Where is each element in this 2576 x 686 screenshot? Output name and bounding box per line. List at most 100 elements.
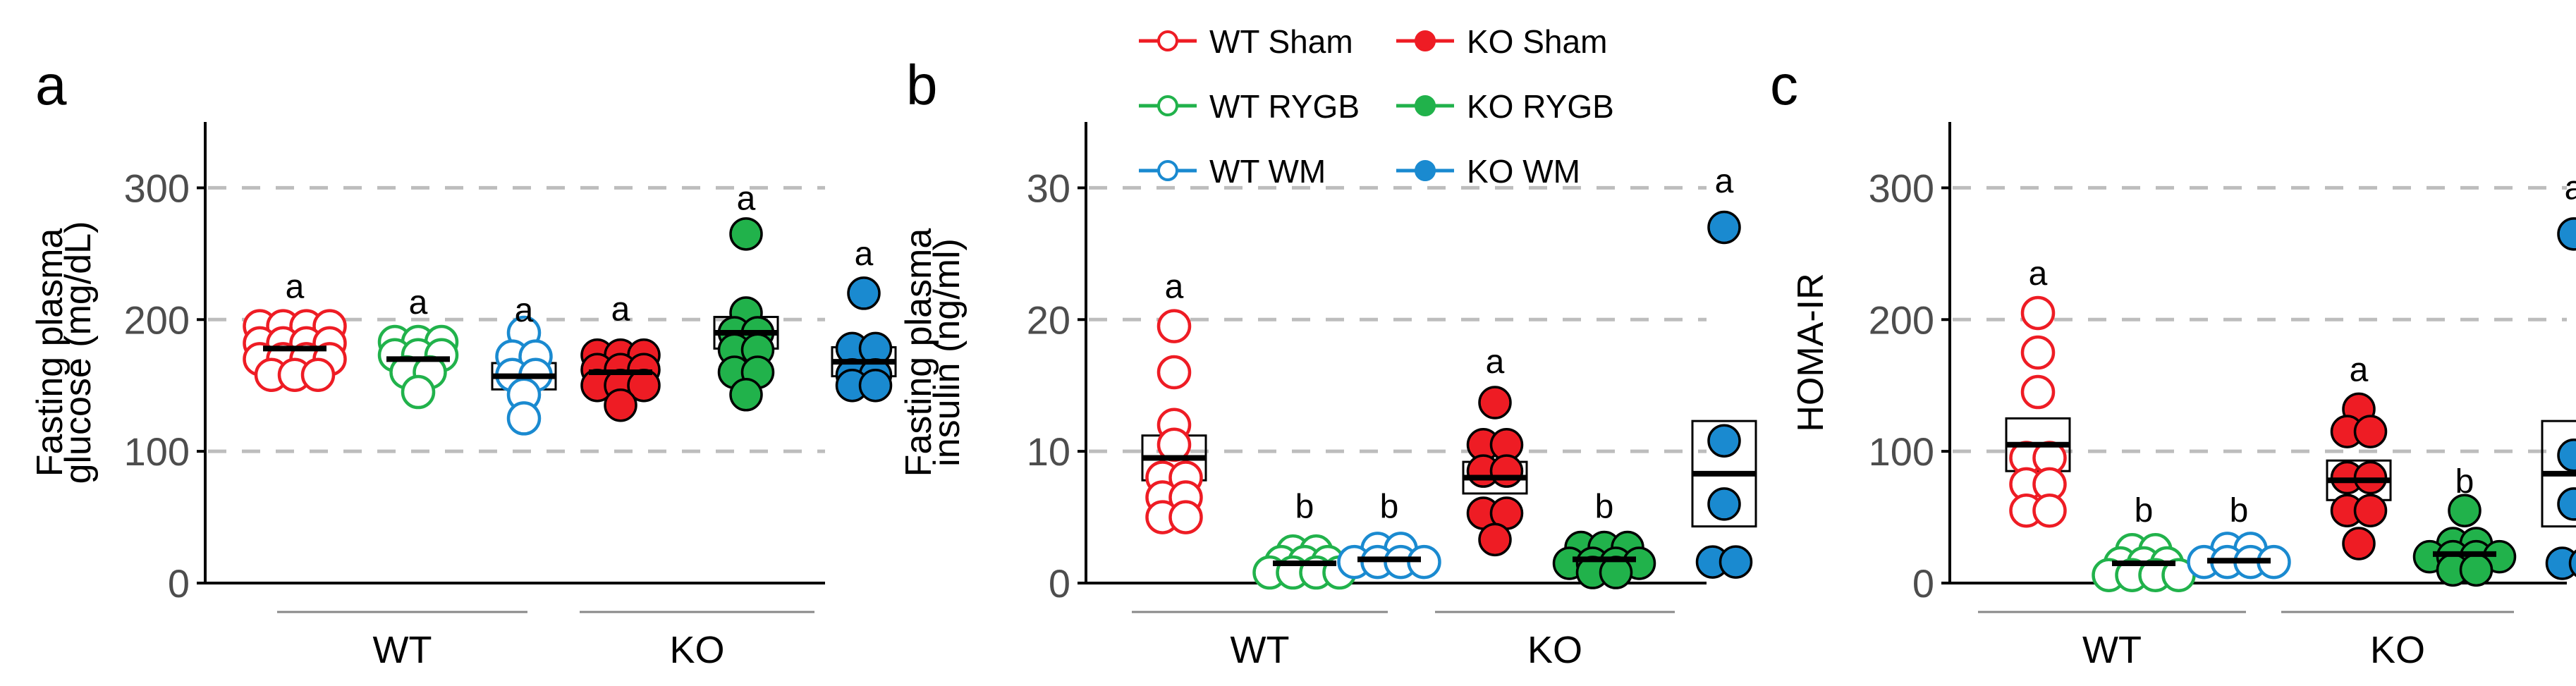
data-point — [300, 357, 336, 393]
significance-letter: a — [409, 284, 428, 321]
data-point — [2557, 487, 2576, 521]
data-point — [1168, 500, 1203, 534]
y-axis-title: HOMA-IR — [1790, 273, 1831, 431]
significance-letter: b — [2230, 492, 2249, 529]
y-tick-label: 20 — [1027, 298, 1070, 342]
data-point — [2353, 415, 2388, 448]
significance-letter: b — [1380, 489, 1399, 526]
panel-label: a — [35, 54, 67, 116]
genotype-label: KO — [1527, 629, 1582, 671]
data-point — [401, 374, 436, 410]
y-axis-title: Fasting plasma — [30, 228, 71, 477]
legend-label: KO WM — [1467, 153, 1580, 190]
data-point — [506, 401, 542, 436]
series-wt-rygb: a — [377, 284, 459, 410]
data-point — [2557, 217, 2576, 251]
significance-letter: a — [855, 235, 874, 273]
significance-letter: a — [1715, 163, 1734, 200]
significance-letter: b — [2455, 463, 2474, 501]
legend-marker — [1415, 95, 1436, 116]
series-ko-sham: a — [2326, 351, 2392, 561]
series-ko-sham: a — [580, 290, 661, 422]
data-point — [1156, 309, 1192, 343]
data-point — [1156, 355, 1192, 390]
series-wt-wm: a — [491, 292, 557, 436]
series-ko-sham: a — [1462, 343, 1528, 557]
y-tick-label: 100 — [1869, 429, 1934, 474]
data-point — [604, 388, 637, 422]
series-wt-rygb: b — [2092, 492, 2196, 593]
data-point — [2353, 494, 2388, 527]
data-point — [2568, 549, 2576, 577]
significance-letter: a — [1486, 343, 1505, 381]
data-point — [858, 368, 893, 403]
significance-letter: b — [2135, 492, 2154, 529]
data-point — [2448, 494, 2482, 527]
legend-marker — [1415, 160, 1436, 181]
genotype-label: KO — [2370, 629, 2425, 671]
significance-letter: a — [2029, 255, 2048, 293]
data-point — [2020, 335, 2056, 370]
y-tick-label: 200 — [1869, 298, 1934, 342]
legend-item-ko-wm: KO WM — [1396, 153, 1580, 190]
data-point — [2459, 553, 2493, 587]
genotype-label: WT — [2082, 629, 2142, 671]
y-tick-label: 300 — [124, 166, 190, 210]
legend: WT Sham KO Sham WT RYGB KO RYGB WT WM KO WM — [1139, 23, 1614, 190]
series-wt-wm: b — [2187, 492, 2291, 580]
legend-marker — [1157, 30, 1178, 51]
series-ko-wm: a — [1691, 163, 1757, 579]
significance-letter: a — [611, 290, 630, 328]
series-ko-wm: a — [2541, 169, 2576, 580]
legend-marker — [1157, 160, 1178, 181]
data-point — [1707, 210, 1741, 245]
data-point — [1707, 487, 1741, 521]
data-point — [1707, 424, 1741, 458]
y-tick-label: 10 — [1027, 429, 1070, 474]
legend-marker — [1415, 30, 1436, 51]
legend-marker — [1157, 95, 1178, 116]
significance-letter: b — [1595, 489, 1614, 526]
y-tick-label: 30 — [1027, 166, 1070, 210]
data-point — [2032, 493, 2067, 528]
series-wt-sham: a — [243, 269, 347, 393]
legend-item-wt-sham: WT Sham — [1139, 23, 1353, 60]
series-ko-rygb: b — [1552, 489, 1656, 589]
significance-letter: a — [1165, 269, 1184, 306]
legend-item-ko-rygb: KO RYGB — [1396, 88, 1614, 125]
y-axis-title: insulin (ng/ml) — [927, 238, 967, 467]
significance-letter: a — [2565, 169, 2576, 207]
series-ko-rygb: b — [2412, 463, 2517, 587]
genotype-label: WT — [1231, 629, 1290, 671]
legend-label: KO Sham — [1467, 23, 1607, 60]
significance-letter: a — [515, 292, 534, 329]
significance-letter: a — [737, 180, 756, 217]
series-ko-wm: a — [831, 235, 897, 403]
series-wt-wm: b — [1337, 489, 1441, 580]
genotype-label: WT — [373, 629, 432, 671]
series-wt-rygb: b — [1252, 489, 1357, 590]
data-point — [1478, 386, 1512, 419]
data-point — [729, 217, 763, 251]
y-tick-label: 0 — [168, 561, 190, 606]
panel-c: c HOMA-IR 0 100 200 300 WT KO a b b a b a — [1770, 54, 2576, 671]
y-tick-label: 100 — [124, 429, 190, 474]
significance-letter: b — [1295, 489, 1314, 526]
y-tick-label: 0 — [1912, 561, 1934, 606]
data-point — [1478, 522, 1512, 557]
y-axis-title: Fasting plasma — [898, 228, 939, 477]
panel-label: b — [906, 54, 938, 116]
y-axis-title: glucose (mg/dL) — [58, 221, 99, 484]
legend-label: WT RYGB — [1209, 88, 1360, 125]
data-point — [1719, 545, 1753, 579]
series-wt-sham: a — [1141, 269, 1207, 534]
series-ko-rygb: a — [713, 180, 779, 412]
data-point — [2557, 439, 2576, 472]
legend-label: WT Sham — [1209, 23, 1353, 60]
data-point — [2020, 295, 2056, 331]
genotype-label: KO — [669, 629, 724, 671]
